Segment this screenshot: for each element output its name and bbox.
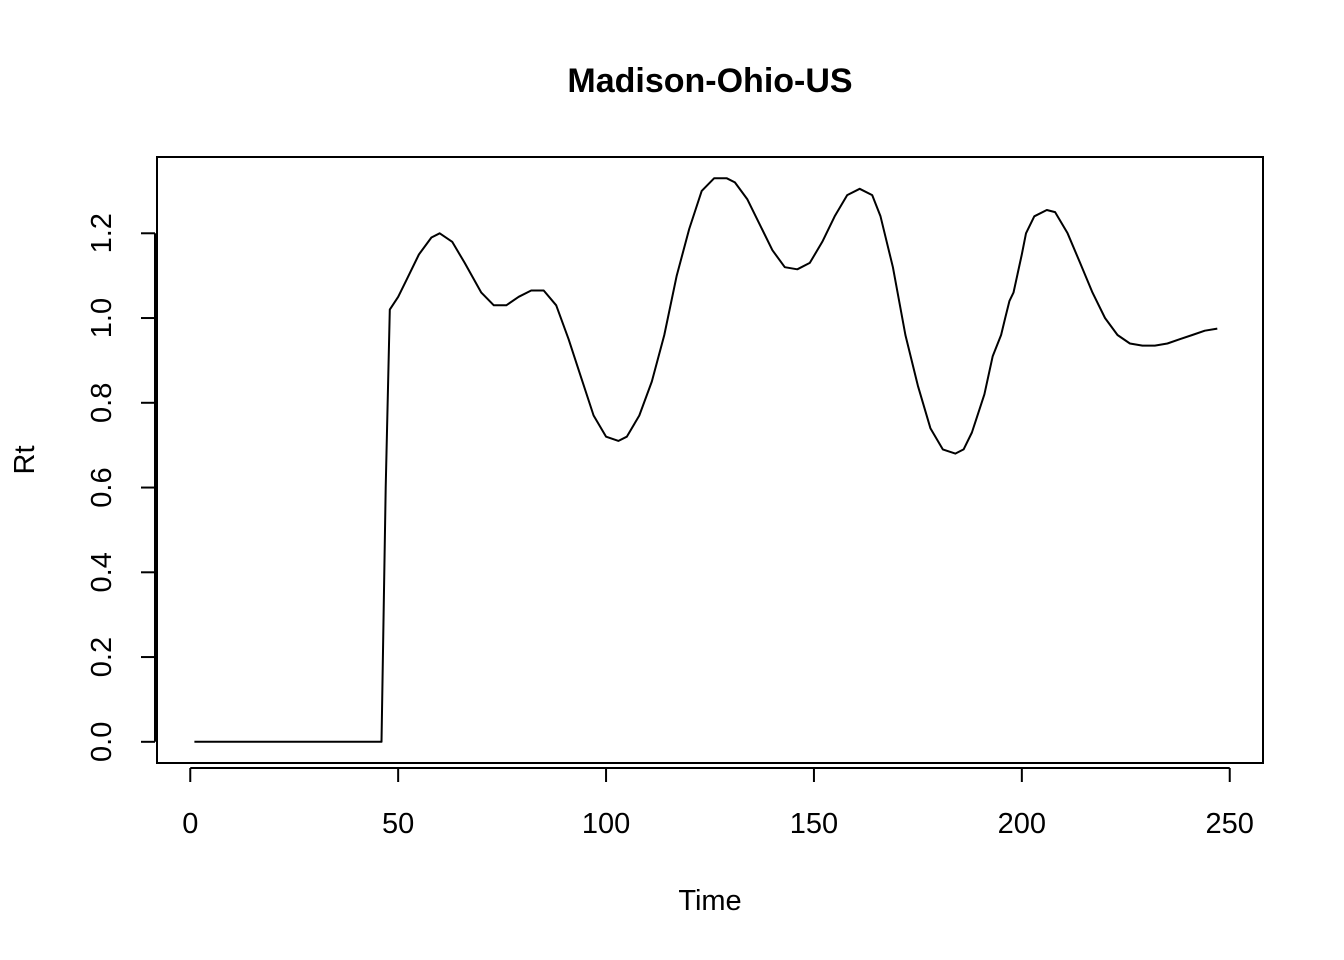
y-tick-label: 1.2 — [86, 213, 118, 253]
x-axis-label: Time — [678, 885, 741, 917]
series-line — [194, 177, 1218, 743]
y-tick-label: 0.4 — [86, 552, 118, 592]
x-tick-label: 100 — [582, 808, 630, 840]
x-axis: 0 50 100 150 200 250 — [182, 767, 1254, 840]
y-tick-label: 0.6 — [86, 467, 118, 507]
y-tick-label: 0.2 — [86, 637, 118, 677]
x-tick-label: 50 — [382, 808, 414, 840]
x-tick-label: 0 — [182, 808, 198, 840]
y-tick-label: 0.0 — [86, 722, 118, 762]
x-tick-label: 150 — [790, 808, 838, 840]
x-tick-label: 250 — [1206, 808, 1254, 840]
x-tick-label: 200 — [998, 808, 1046, 840]
y-axis: 0.0 0.2 0.4 0.6 0.8 1.0 1.2 — [86, 213, 156, 762]
y-tick-label: 0.8 — [86, 383, 118, 423]
y-axis-label: Rt — [9, 446, 41, 475]
chart-title: Madison-Ohio-US — [567, 62, 852, 100]
plot-frame — [156, 156, 1264, 764]
series-layer — [194, 177, 1218, 743]
y-tick-label: 1.0 — [86, 298, 118, 338]
